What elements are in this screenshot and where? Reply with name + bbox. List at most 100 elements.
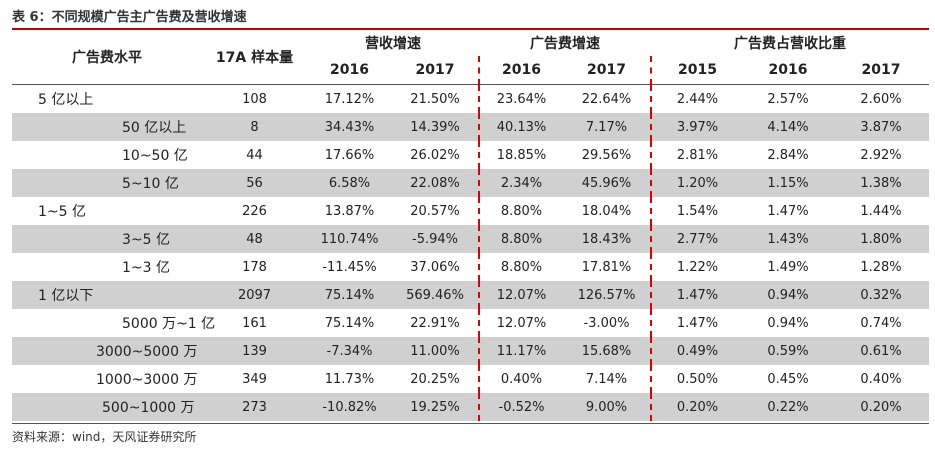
cell-rev2017: -5.94% xyxy=(392,225,480,253)
table-row: 1~5 亿 226 13.87% 20.57% 8.80% 18.04% 1.54% 1.47… xyxy=(12,197,929,225)
cell-sh2015: 2.77% xyxy=(651,225,743,253)
table-row: 5 亿以上 108 17.12% 21.50% 23.64% 22.64% 2.44% 2.5… xyxy=(12,84,929,113)
header-year: 2015 xyxy=(651,56,743,85)
cell-sh2016: 2.84% xyxy=(767,147,809,163)
cell-sh2015: 0.49% xyxy=(651,337,743,365)
cell-sh2015: 1.54% xyxy=(676,203,719,219)
cell-rev2016: 11.73% xyxy=(324,371,375,387)
cell-sh2015: 1.20% xyxy=(651,169,743,197)
table-header: 广告费水平 17A 样本量 营收增速 广告费增速 广告费占营收比重 2016 2… xyxy=(12,30,930,85)
header-year: 2016 xyxy=(479,56,563,85)
table-row: 3~5 亿 48 110.74% -5.94% 8.80% 18.43% 2.77% 1.43… xyxy=(12,225,930,253)
cell-ad2017: -3.00% xyxy=(563,309,652,337)
cell-sample: 139 xyxy=(202,337,307,365)
cell-ad2016: 11.17% xyxy=(479,337,563,365)
cell-ad2016: 8.80% xyxy=(479,225,563,253)
cell-sh2016: 0.22% xyxy=(743,393,833,421)
header-year: 2017 xyxy=(563,56,652,85)
cell-ad2017: 15.68% xyxy=(563,337,652,365)
row-label: 1~3 亿 xyxy=(122,260,170,276)
table-caption: 表 6：不同规模广告主广告费及营收增速 xyxy=(12,10,247,25)
cell-rev2016: -11.45% xyxy=(322,259,377,275)
cell-ad2016: 2.34% xyxy=(479,169,563,197)
cell-sh2015: 1.22% xyxy=(676,259,719,275)
table-row: 1 亿以下 2097 75.14% 569.46% 12.07% 126.57% 1.47%… xyxy=(12,281,930,309)
cell-sh2016: 0.45% xyxy=(767,371,809,387)
cell-sh2017: 2.92% xyxy=(860,147,902,163)
header-rev-growth: 营收增速 xyxy=(365,36,421,52)
cell-sh2017: 1.28% xyxy=(860,259,902,275)
header-year: 2017 xyxy=(833,56,930,85)
cell-ad2016: 12.07% xyxy=(479,281,563,309)
ad-spend-table: 广告费水平 17A 样本量 营收增速 广告费增速 广告费占营收比重 2016 2… xyxy=(12,30,930,421)
cell-ad2017: 126.57% xyxy=(563,281,652,309)
cell-rev2017: 19.25% xyxy=(392,393,480,421)
cell-sample: 178 xyxy=(242,259,267,275)
cell-rev2016: 17.12% xyxy=(324,91,375,107)
table-row: 3000~5000 万 139 -7.34% 11.00% 11.17% 15.68% 0.… xyxy=(12,337,930,365)
cell-sample: 8 xyxy=(202,113,307,141)
cell-ad2017: 18.04% xyxy=(563,197,652,225)
cell-ad2016: 0.40% xyxy=(500,371,543,387)
top-rule xyxy=(12,28,929,30)
cell-rev2016: 110.74% xyxy=(307,225,392,253)
cell-sample: 108 xyxy=(242,91,267,107)
header-ad-share: 广告费占营收比重 xyxy=(734,36,846,52)
cell-sh2015: 1.47% xyxy=(651,281,743,309)
table-row: 1~3 亿 178 -11.45% 37.06% 8.80% 17.81% 1.22% 1.4… xyxy=(12,253,929,281)
table-row: 5~10 亿 56 6.58% 22.08% 2.34% 45.96% 1.20% 1.15%… xyxy=(12,169,930,197)
cell-ad2017: 22.64% xyxy=(563,84,652,113)
cell-rev2017: 20.57% xyxy=(392,197,480,225)
row-label: 50 亿以上 xyxy=(12,113,202,141)
table-row: 500~1000 万 273 -10.82% 19.25% -0.52% 9.00% 0.2… xyxy=(12,393,930,421)
table-row: 1000~3000 万 349 11.73% 20.25% 0.40% 7.14% 0.50… xyxy=(12,365,929,393)
row-label: 3000~5000 万 xyxy=(12,337,202,365)
cell-sh2016: 1.47% xyxy=(767,203,809,219)
row-label: 5000 万~1 亿 xyxy=(122,316,216,332)
cell-rev2016: 75.14% xyxy=(324,315,375,331)
row-label: 10~50 亿 xyxy=(122,148,188,164)
header-sample: 17A 样本量 xyxy=(202,30,307,85)
table-row: 5000 万~1 亿 161 75.14% 22.91% 12.07% -3.00% 1.4… xyxy=(12,309,929,337)
cell-sh2017: 2.60% xyxy=(860,91,902,107)
row-label: 5 亿以上 xyxy=(38,92,94,108)
cell-ad2017: 17.81% xyxy=(563,253,652,281)
cell-sh2017: 1.80% xyxy=(833,225,930,253)
cell-sh2016: 0.59% xyxy=(743,337,833,365)
cell-rev2017: 37.06% xyxy=(392,253,480,281)
cell-sh2015: 3.97% xyxy=(651,113,743,141)
cell-sh2015: 2.44% xyxy=(676,91,719,107)
table-row: 10~50 亿 44 17.66% 26.02% 18.85% 29.56% 2.81% 2.… xyxy=(12,141,929,169)
cell-sh2016: 1.43% xyxy=(743,225,833,253)
cell-rev2017: 21.50% xyxy=(392,84,480,113)
cell-ad2017: 7.17% xyxy=(563,113,652,141)
cell-sh2016: 4.14% xyxy=(743,113,833,141)
cell-sh2015: 0.20% xyxy=(651,393,743,421)
cell-sh2015: 2.81% xyxy=(676,147,719,163)
source-note: 资料来源：wind，天风证券研究所 xyxy=(12,430,197,444)
cell-sample: 2097 xyxy=(202,281,307,309)
cell-rev2016: -7.34% xyxy=(307,337,392,365)
cell-sh2016: 1.15% xyxy=(743,169,833,197)
cell-ad2017: 9.00% xyxy=(563,393,652,421)
bottom-rule xyxy=(12,423,929,424)
cell-ad2016: 8.80% xyxy=(500,203,543,219)
row-label: 500~1000 万 xyxy=(12,393,202,421)
cell-sample: 44 xyxy=(246,147,263,163)
cell-sample: 349 xyxy=(242,371,267,387)
cell-ad2016: 18.85% xyxy=(496,147,547,163)
cell-rev2017: 569.46% xyxy=(392,281,480,309)
cell-sh2016: 1.49% xyxy=(767,259,809,275)
cell-sh2015: 0.50% xyxy=(676,371,719,387)
header-year: 2016 xyxy=(307,56,392,85)
cell-sh2015: 1.47% xyxy=(676,315,719,331)
cell-sample: 48 xyxy=(202,225,307,253)
cell-sample: 56 xyxy=(202,169,307,197)
cell-ad2016: 23.64% xyxy=(496,91,547,107)
cell-rev2016: 75.14% xyxy=(307,281,392,309)
cell-sh2017: 0.61% xyxy=(833,337,930,365)
cell-sample: 161 xyxy=(242,315,267,331)
cell-ad2016: -0.52% xyxy=(479,393,563,421)
cell-sh2017: 1.44% xyxy=(860,203,902,219)
